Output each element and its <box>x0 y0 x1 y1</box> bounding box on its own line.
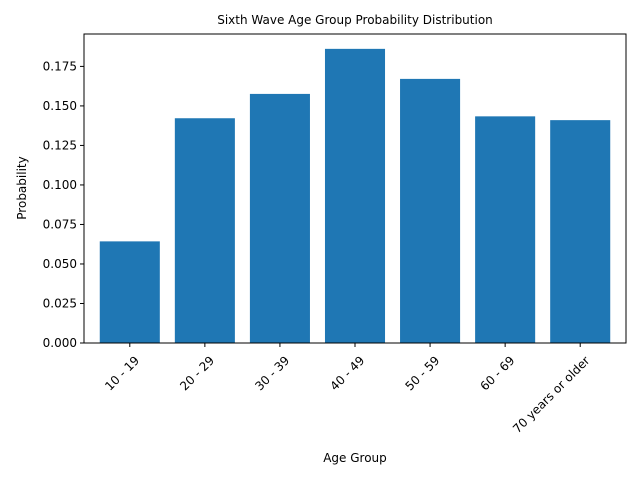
y-axis-ticks: 0.000 0.025 0.050 0.075 0.100 0.125 0.150 0.175 <box>43 59 84 350</box>
x-tick-label: 40 - 49 <box>327 353 367 393</box>
bar-2 <box>174 118 235 343</box>
x-tick-label: 60 - 69 <box>478 353 518 393</box>
y-tick-label: 0.050 <box>43 257 77 271</box>
bar-3 <box>249 93 310 344</box>
y-tick-label: 0.125 <box>43 138 77 152</box>
bar-6 <box>475 116 536 343</box>
x-tick-label: 70 years or older <box>510 353 593 436</box>
x-axis-label: Age Group <box>323 451 387 465</box>
chart-title: Sixth Wave Age Group Probability Distrib… <box>217 13 493 27</box>
y-tick-label: 0.150 <box>43 99 77 113</box>
x-axis-ticks: 10 - 19 20 - 29 30 - 39 40 - 49 50 - 59 60 - … <box>102 343 593 436</box>
y-tick-label: 0.175 <box>43 59 77 73</box>
bar-1 <box>99 241 160 343</box>
bar-7 <box>550 120 611 344</box>
x-tick-label: 20 - 29 <box>177 353 217 393</box>
y-tick-label: 0.100 <box>43 178 77 192</box>
plot-frame <box>83 33 627 344</box>
x-tick-label: 10 - 19 <box>102 353 142 393</box>
bars-group <box>99 48 611 344</box>
bar-4 <box>324 48 386 343</box>
y-tick-label: 0.025 <box>43 296 77 310</box>
y-tick-label: 0.075 <box>43 217 77 231</box>
y-tick-label: 0.000 <box>43 336 77 350</box>
x-tick-label: 30 - 39 <box>252 353 292 393</box>
x-tick-label: 50 - 59 <box>402 353 442 393</box>
bar-5 <box>400 78 461 344</box>
y-axis-label: Probability <box>15 156 29 219</box>
